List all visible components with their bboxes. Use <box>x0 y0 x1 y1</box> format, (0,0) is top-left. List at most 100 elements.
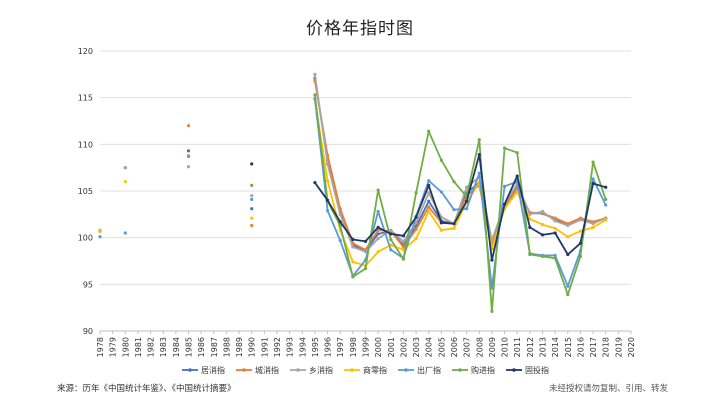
data-point <box>376 225 380 229</box>
legend-item: 居消指 <box>182 365 225 375</box>
data-point <box>401 245 406 249</box>
x-tick-label: 1997 <box>336 337 345 357</box>
x-tick-label: 2012 <box>526 337 535 357</box>
data-point <box>490 309 494 313</box>
data-point <box>414 191 418 195</box>
data-point <box>439 190 443 194</box>
data-point <box>427 191 431 195</box>
data-point <box>313 181 317 185</box>
x-tick-label: 2000 <box>374 337 383 357</box>
x-tick-label: 2003 <box>412 337 421 357</box>
data-point <box>566 235 570 239</box>
legend-item: 乡消指 <box>290 365 333 375</box>
data-point <box>465 185 469 189</box>
data-point <box>540 209 545 214</box>
x-tick-label: 1986 <box>197 337 206 357</box>
data-point <box>250 223 254 228</box>
x-tick-label: 1982 <box>147 337 156 357</box>
x-tick-label: 2001 <box>387 337 396 357</box>
y-tick-label: 90 <box>83 327 93 336</box>
x-tick-label: 1981 <box>134 337 143 357</box>
data-point <box>325 198 330 202</box>
data-point <box>351 275 355 279</box>
x-tick-label: 1987 <box>210 337 219 357</box>
chart-title: 价格年指时图 <box>306 19 414 39</box>
data-point <box>389 237 393 242</box>
data-point <box>363 250 368 254</box>
x-tick-label: 1994 <box>298 337 307 357</box>
x-tick-label: 2020 <box>627 337 636 357</box>
x-tick-label: 2007 <box>463 337 472 357</box>
data-point <box>389 232 393 236</box>
data-point <box>186 124 191 128</box>
legend-item: 出厂指 <box>398 365 441 375</box>
rights-note: 未经授权请勿复制、引用、转发 <box>548 384 668 394</box>
series-3 <box>98 72 608 254</box>
series-line <box>314 94 607 313</box>
x-tick-label: 2006 <box>450 337 459 357</box>
data-point <box>566 284 570 288</box>
data-point <box>452 222 456 226</box>
legend-marker <box>512 368 516 372</box>
data-point <box>427 183 431 187</box>
series-line <box>314 153 606 261</box>
grid-lines <box>100 50 631 332</box>
series-line <box>314 77 607 252</box>
data-point <box>325 179 330 183</box>
legend-item: 城消指 <box>236 365 279 375</box>
legend-label: 乡消指 <box>309 365 333 375</box>
data-point <box>338 238 342 243</box>
x-tick-label: 1979 <box>109 337 118 357</box>
y-tick-label: 105 <box>78 187 93 196</box>
y-tick-label: 100 <box>78 234 93 243</box>
legend-marker <box>404 368 408 372</box>
x-tick-label: 1984 <box>172 337 181 357</box>
source-note: 来源：历年《中国统计年鉴》、《中国统计摘要》 <box>57 384 236 394</box>
data-point <box>351 245 355 249</box>
data-point <box>98 229 102 233</box>
data-point <box>427 199 431 203</box>
data-point <box>427 205 431 209</box>
data-point <box>123 180 127 184</box>
data-point <box>490 258 494 262</box>
data-point <box>376 232 380 236</box>
x-tick-label: 1988 <box>222 337 231 357</box>
x-tick-label: 1993 <box>286 337 295 357</box>
legend-item: 商零指 <box>344 365 387 375</box>
legend-marker <box>458 368 462 372</box>
data-point <box>414 227 418 231</box>
data-point <box>186 149 191 153</box>
y-tick-label: 110 <box>78 140 93 149</box>
series-line <box>314 80 606 251</box>
x-tick-label: 2018 <box>602 337 611 357</box>
x-tick-label: 2008 <box>475 337 484 357</box>
data-point <box>553 226 557 230</box>
data-point <box>591 225 595 229</box>
y-tick-label: 120 <box>78 47 93 56</box>
x-tick-label: 1998 <box>349 337 358 357</box>
data-point <box>553 231 557 235</box>
data-point <box>363 266 368 271</box>
x-tick-label: 2014 <box>551 337 560 357</box>
legend-item: 购进指 <box>452 365 495 375</box>
data-point <box>439 158 443 162</box>
data-point <box>553 219 557 223</box>
legend-label: 居消指 <box>201 365 225 375</box>
x-tick-label: 1989 <box>235 337 244 357</box>
data-point <box>502 184 507 188</box>
x-tick-label: 1995 <box>311 337 320 357</box>
x-tick-label: 1991 <box>260 337 269 357</box>
data-point <box>604 185 608 189</box>
data-point <box>578 218 583 222</box>
data-point <box>578 254 583 258</box>
data-point <box>98 235 102 239</box>
data-point <box>591 160 595 164</box>
data-point <box>591 181 595 186</box>
x-tick-label: 2004 <box>425 337 434 357</box>
x-tick-label: 1999 <box>362 337 371 357</box>
data-point <box>250 207 254 211</box>
data-point <box>553 256 557 260</box>
data-point <box>250 162 254 166</box>
data-point <box>250 183 254 187</box>
data-point <box>591 222 595 226</box>
